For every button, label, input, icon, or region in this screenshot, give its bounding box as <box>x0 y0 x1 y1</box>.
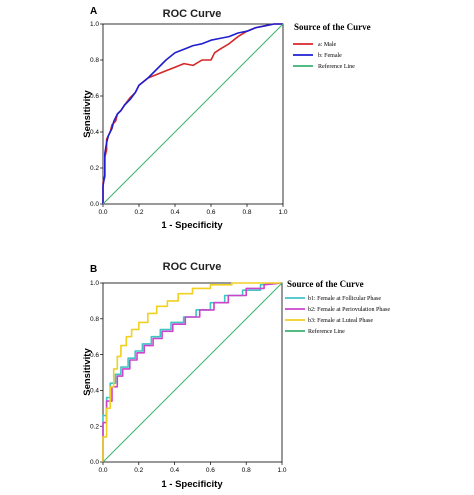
b-series-reference-line <box>102 282 283 463</box>
panel-a-title: ROC Curve <box>163 8 222 20</box>
a-x-tick-label: 0.8 <box>242 209 251 216</box>
a-x-tick-label: 0.6 <box>206 209 215 216</box>
panel-b-title: ROC Curve <box>163 261 222 273</box>
b-y-tick-label: 0.6 <box>90 352 99 359</box>
a-x-tick-label: 0.2 <box>134 209 143 216</box>
panel-a-x-axis-label: 1 - Specificity <box>161 220 223 231</box>
panel-b-x-ticks: 0.0 0.2 0.4 0.6 0.8 1.0 <box>98 462 287 474</box>
panel-b-series <box>102 282 283 463</box>
panel-b-label: B <box>90 264 97 275</box>
a-legend-entry: a: Male <box>318 42 336 48</box>
a-y-tick-label: 0.2 <box>90 165 99 172</box>
b-series-b2-female-at-periovulation-phase <box>102 282 283 462</box>
panel-b-legend: Source of the Curve b1: Female at Follic… <box>285 279 390 335</box>
b-x-tick-label: 0.8 <box>242 467 251 474</box>
b-series-b3-female-at-luteal-phase <box>102 282 282 462</box>
a-legend-entry: Reference Line <box>318 63 355 70</box>
a-x-tick-label: 0.4 <box>170 209 179 216</box>
b-legend-entry: b2: Female at Periovulation Phase <box>308 307 390 313</box>
b-x-tick-label: 0.4 <box>170 467 179 474</box>
a-series-b-female <box>102 23 283 204</box>
b-y-tick-label: 0.0 <box>90 459 99 466</box>
panel-a-y-axis-label: Sensitivity <box>82 90 93 138</box>
b-y-tick-label: 0.2 <box>90 423 99 430</box>
b-y-tick-label: 0.4 <box>90 388 99 395</box>
a-series-reference-line <box>102 23 284 205</box>
b-legend-entry: b3: Female at Luteal Phase <box>308 318 373 324</box>
b-x-tick-label: 0.6 <box>206 467 215 474</box>
b-x-tick-label: 0.0 <box>98 467 107 474</box>
panel-b-y-ticks: 0.0 0.2 0.4 0.6 0.8 1.0 <box>90 280 103 466</box>
a-legend-entry: b: Female <box>318 53 342 59</box>
b-x-tick-label: 1.0 <box>277 467 286 474</box>
b-x-tick-label: 0.2 <box>134 467 143 474</box>
b-legend-entry: Reference Line <box>308 328 345 335</box>
a-y-tick-label: 0.6 <box>90 93 99 100</box>
a-y-tick-label: 0.4 <box>90 129 99 136</box>
b-legend-entry: b1: Female at Follicular Phase <box>308 296 381 302</box>
a-y-tick-label: 1.0 <box>90 21 99 28</box>
panel-a-series <box>102 23 284 205</box>
b-y-tick-label: 0.8 <box>90 316 99 323</box>
panel-a-x-ticks: 0.0 0.2 0.4 0.6 0.8 1.0 <box>98 204 288 216</box>
panel-b-x-axis-label: 1 - Specificity <box>161 479 223 490</box>
panel-a: A ROC Curve 0.0 0.2 0.4 0.6 0.8 1.0 0.0 0.2 0.4… <box>82 6 371 231</box>
panel-a-label: A <box>90 6 97 17</box>
a-x-tick-label: 0.0 <box>98 209 107 216</box>
panel-b-legend-title: Source of the Curve <box>287 279 364 289</box>
panel-b-y-axis-label: Sensitivity <box>82 348 93 396</box>
panel-a-legend: Source of the Curve a: Male b: Female Refe… <box>293 22 371 70</box>
panel-a-legend-title: Source of the Curve <box>294 22 371 32</box>
a-x-tick-label: 1.0 <box>278 209 287 216</box>
a-y-tick-label: 0.8 <box>90 57 99 64</box>
panel-b: B ROC Curve 0.0 0.2 0.4 0.6 0.8 1.0 0.0 0.2 0.4… <box>82 261 390 490</box>
b-y-tick-label: 1.0 <box>90 280 99 287</box>
a-y-tick-label: 0.0 <box>90 201 99 208</box>
